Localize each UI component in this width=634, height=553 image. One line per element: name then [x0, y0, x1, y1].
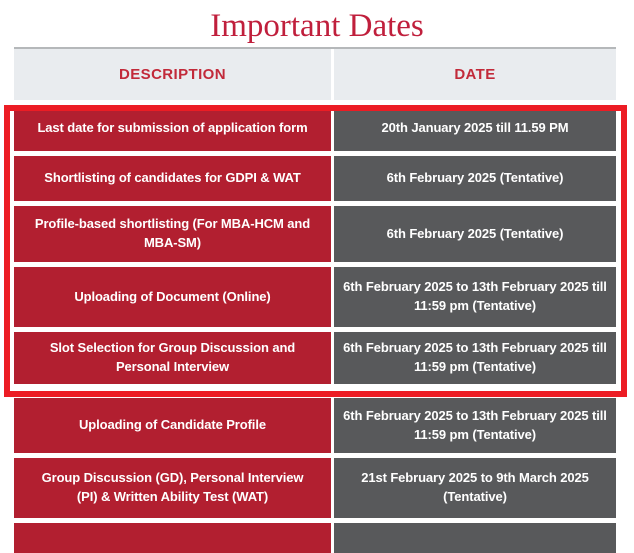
table-header-row: DESCRIPTION DATE [14, 47, 616, 100]
table-row: Last date for submission of application … [14, 106, 616, 151]
row-date: 6th February 2025 to 13th February 2025 … [334, 267, 616, 327]
table-row: Shortlisting of candidates for GDPI & WA… [14, 156, 616, 201]
row-description: Profile-based shortlisting (For MBA-HCM … [14, 206, 331, 262]
row-description: Slot Selection for Group Discussion and … [14, 332, 331, 384]
header-date: DATE [334, 49, 616, 100]
row-date: 6th February 2025 (Tentative) [334, 206, 616, 262]
row-date: 6th February 2025 to 13th February 2025 … [334, 332, 616, 384]
row-description: Uploading of Document (Online) [14, 267, 331, 327]
table-row: Profile-based shortlisting (For MBA-HCM … [14, 206, 616, 262]
row-date: 21st February 2025 to 9th March 2025 (Te… [334, 458, 616, 518]
header-description: DESCRIPTION [14, 49, 331, 100]
row-date: 6th February 2025 (Tentative) [334, 156, 616, 201]
row-description: Shortlisting of candidates for GDPI & WA… [14, 156, 331, 201]
row-description: Last date for submission of application … [14, 106, 331, 151]
table-row-partial [14, 523, 616, 553]
row-date [334, 523, 616, 553]
table-row: Slot Selection for Group Discussion and … [14, 332, 616, 384]
important-dates-table: DESCRIPTION DATE Last date for submissio… [14, 47, 616, 553]
page: Important Dates DESCRIPTION DATE Last da… [0, 5, 634, 553]
row-description [14, 523, 331, 553]
row-date: 20th January 2025 till 11.59 PM [334, 106, 616, 151]
row-description: Uploading of Candidate Profile [14, 398, 331, 453]
row-date: 6th February 2025 to 13th February 2025 … [334, 398, 616, 453]
page-title: Important Dates [210, 8, 424, 44]
table-row: Uploading of Candidate Profile 6th Febru… [14, 398, 616, 453]
table-row: Uploading of Document (Online) 6th Febru… [14, 267, 616, 327]
table-row: Group Discussion (GD), Personal Intervie… [14, 458, 616, 518]
row-description: Group Discussion (GD), Personal Intervie… [14, 458, 331, 518]
